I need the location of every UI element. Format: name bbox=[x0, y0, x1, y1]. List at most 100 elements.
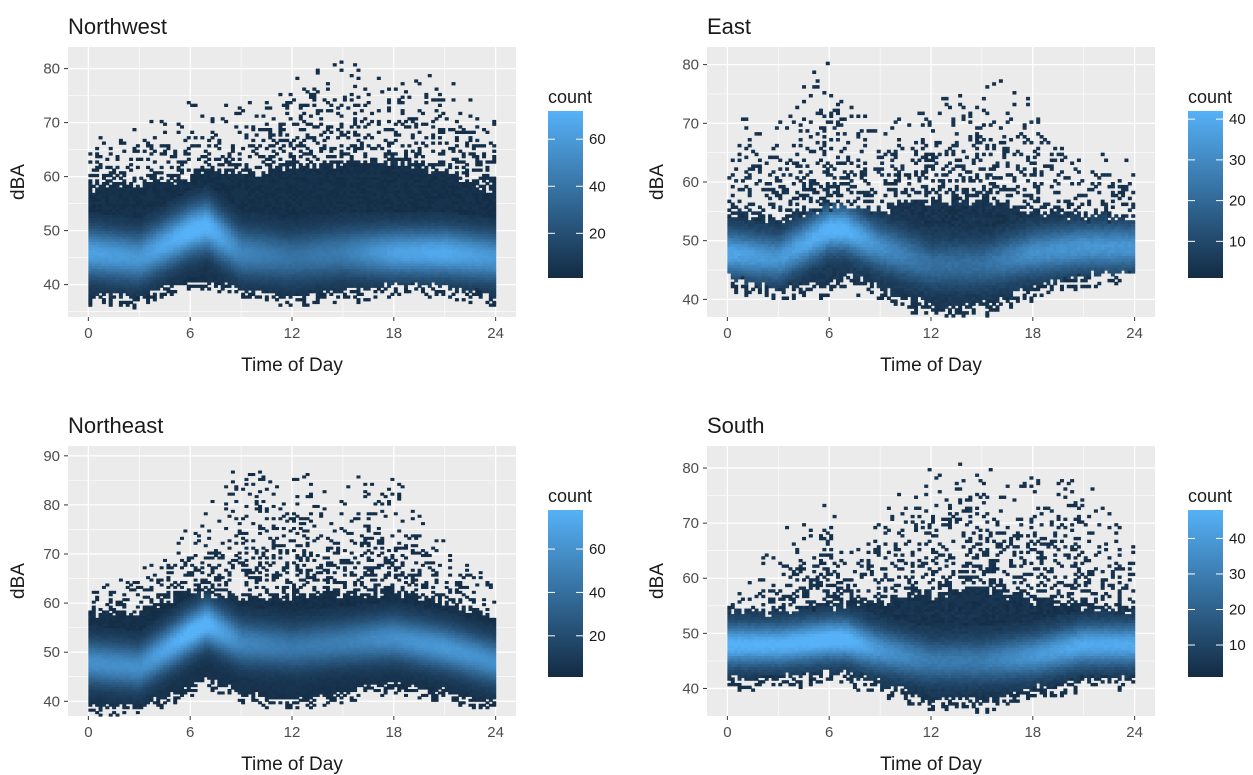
heatmap-cell bbox=[153, 136, 157, 139]
heatmap-cell bbox=[241, 147, 245, 150]
heatmap-cell bbox=[136, 166, 140, 169]
heatmap-cell bbox=[394, 88, 398, 91]
heatmap-cell bbox=[238, 158, 242, 161]
heatmap-cell bbox=[132, 147, 136, 150]
heatmap-cell bbox=[309, 115, 313, 118]
heatmap-cell bbox=[302, 144, 306, 147]
heatmap-cell bbox=[302, 128, 306, 131]
heatmap-cell bbox=[336, 106, 340, 109]
heatmap-cell bbox=[377, 120, 381, 123]
heatmap-cell bbox=[316, 158, 320, 161]
heatmap-cell bbox=[156, 179, 160, 182]
heatmap-cell bbox=[356, 77, 360, 80]
heatmap-cell bbox=[323, 144, 327, 147]
heatmap-cell bbox=[234, 174, 238, 177]
heatmap-cell bbox=[272, 160, 276, 163]
heatmap-cell bbox=[302, 139, 306, 142]
heatmap-cell bbox=[163, 131, 167, 134]
heatmap-cell bbox=[268, 128, 272, 131]
heatmap-cell bbox=[112, 169, 116, 172]
heatmap-cell bbox=[356, 139, 360, 142]
heatmap-cell bbox=[95, 160, 99, 163]
heatmap-cell bbox=[190, 131, 194, 134]
heatmap-cell bbox=[363, 136, 367, 139]
heatmap-cell bbox=[367, 298, 371, 301]
heatmap-cell bbox=[224, 169, 228, 172]
heatmap-cell bbox=[295, 160, 299, 163]
heatmap-cell bbox=[88, 160, 92, 163]
heatmap-cell bbox=[251, 125, 255, 128]
heatmap-cell bbox=[306, 104, 310, 107]
heatmap-cell bbox=[302, 166, 306, 169]
heatmap-cell bbox=[390, 293, 394, 296]
heatmap-cell bbox=[268, 155, 272, 158]
heatmap-cell bbox=[414, 287, 418, 290]
heatmap-cell bbox=[244, 174, 248, 177]
heatmap-cell bbox=[139, 177, 143, 180]
heatmap-cell bbox=[407, 290, 411, 293]
heatmap-cell bbox=[149, 152, 153, 155]
heatmap-cell bbox=[95, 152, 99, 155]
heatmap-cell bbox=[160, 177, 164, 180]
heatmap-cell bbox=[340, 69, 344, 72]
heatmap-cell bbox=[319, 163, 323, 166]
heatmap-cell bbox=[367, 101, 371, 104]
heatmap-cell bbox=[207, 152, 211, 155]
heatmap-cell bbox=[312, 301, 316, 304]
heatmap-cell bbox=[401, 109, 405, 112]
heatmap-cell bbox=[129, 158, 133, 161]
heatmap-cell bbox=[363, 125, 367, 128]
heatmap-cell bbox=[373, 295, 377, 298]
heatmap-cell bbox=[200, 136, 204, 139]
heatmap-cell bbox=[282, 144, 286, 147]
heatmap-cell bbox=[333, 147, 337, 150]
heatmap-cell bbox=[173, 185, 177, 188]
heatmap-cell bbox=[248, 155, 252, 158]
heatmap-cell bbox=[265, 101, 269, 104]
heatmap-cell bbox=[261, 171, 265, 174]
heatmap-cell bbox=[183, 160, 187, 163]
heatmap-cell bbox=[200, 174, 204, 177]
heatmap-cell bbox=[217, 290, 221, 293]
heatmap-cell bbox=[258, 295, 262, 298]
heatmap-cell bbox=[289, 93, 293, 96]
heatmap-cell bbox=[350, 98, 354, 101]
heatmap-cell bbox=[183, 139, 187, 142]
heatmap-cell bbox=[166, 160, 170, 163]
heatmap-cell bbox=[346, 147, 350, 150]
heatmap-cell bbox=[390, 128, 394, 131]
heatmap-cell bbox=[112, 182, 116, 185]
heatmap-cell bbox=[397, 166, 401, 169]
heatmap-cell bbox=[278, 163, 282, 166]
heatmap-cell bbox=[132, 304, 136, 307]
heatmap-cell bbox=[211, 117, 215, 120]
heatmap-cell bbox=[302, 112, 306, 115]
heatmap-cell bbox=[95, 166, 99, 169]
heatmap-cell bbox=[244, 133, 248, 136]
heatmap-cell bbox=[112, 177, 116, 180]
heatmap-cell bbox=[363, 104, 367, 107]
heatmap-cell bbox=[173, 150, 177, 153]
heatmap-cell bbox=[224, 104, 228, 107]
heatmap-cell bbox=[173, 179, 177, 182]
heatmap-cell bbox=[414, 152, 418, 155]
heatmap-cell bbox=[414, 79, 418, 82]
heatmap-cell bbox=[340, 123, 344, 126]
heatmap-cell bbox=[190, 285, 194, 288]
heatmap-cell bbox=[278, 139, 282, 142]
heatmap-cell bbox=[326, 82, 330, 85]
heatmap-cell bbox=[329, 147, 333, 150]
heatmap-cell bbox=[336, 295, 340, 298]
heatmap-cell bbox=[207, 139, 211, 142]
heatmap-cell bbox=[251, 171, 255, 174]
heatmap-cell bbox=[336, 136, 340, 139]
heatmap-cell bbox=[418, 147, 422, 150]
heatmap-cell bbox=[343, 96, 347, 99]
heatmap-cell bbox=[397, 293, 401, 296]
heatmap-cell bbox=[116, 155, 120, 158]
heatmap-cell bbox=[326, 88, 330, 91]
heatmap-cell bbox=[312, 136, 316, 139]
heatmap-cell bbox=[401, 82, 405, 85]
heatmap-cell bbox=[312, 155, 316, 158]
heatmap-cell bbox=[241, 109, 245, 112]
